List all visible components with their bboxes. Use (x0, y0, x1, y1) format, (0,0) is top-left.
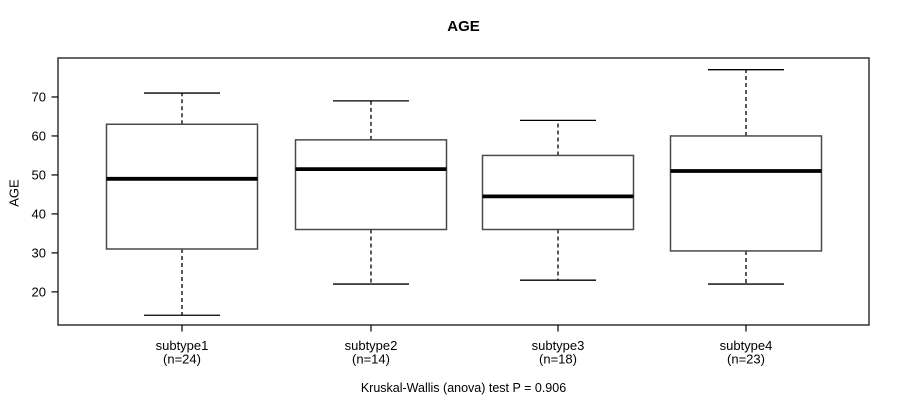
y-tick-label: 30 (32, 245, 46, 260)
iqr-box (481, 154, 635, 231)
iqr-box (669, 135, 823, 252)
y-tick-label: 40 (32, 206, 46, 221)
group-label: subtype4 (720, 338, 773, 353)
chart-title: AGE (447, 18, 480, 35)
kruskal-wallis-footnote: Kruskal-Wallis (anova) test P = 0.906 (360, 381, 567, 395)
group-label: subtype1 (156, 338, 209, 353)
group-label: subtype3 (532, 338, 585, 353)
group-n-label: (n=23) (727, 352, 765, 367)
y-tick-label: 50 (32, 167, 46, 182)
iqr-box (105, 123, 259, 250)
iqr-box (294, 139, 448, 231)
group-label: subtype2 (345, 338, 398, 353)
y-tick-label: 70 (32, 89, 46, 104)
group-n-label: (n=18) (539, 352, 577, 367)
group-n-label: (n=24) (163, 352, 201, 367)
group-n-label: (n=14) (352, 352, 390, 367)
y-tick-label: 60 (32, 128, 46, 143)
y-tick-label: 20 (32, 284, 46, 299)
plot-border (57, 57, 870, 326)
